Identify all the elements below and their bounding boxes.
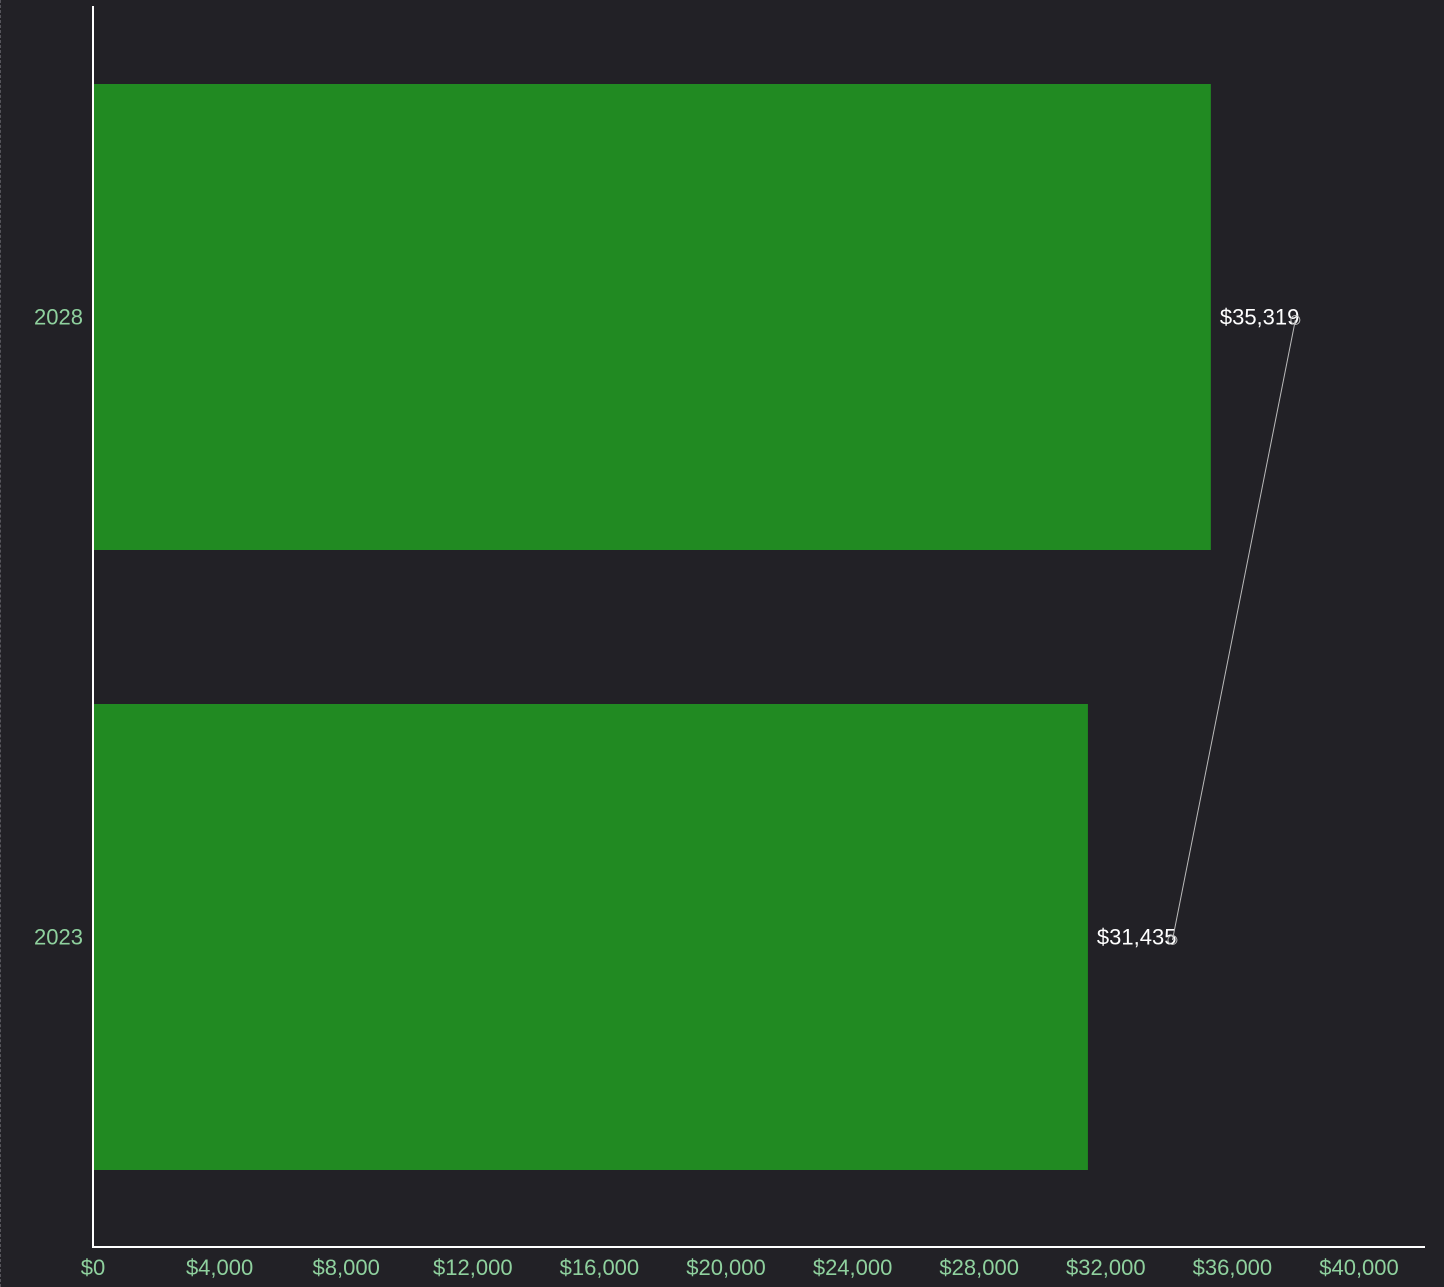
connector-marker-2028 [1290,315,1301,325]
x-tick-label: $8,000 [313,1255,380,1280]
bar-2023 [93,704,1088,1170]
x-tick-label: $36,000 [1193,1255,1273,1280]
x-tick-labels: $0 $4,000 $8,000 $12,000 $16,000 $20,000 $24,0… [81,1255,1399,1280]
bars-layer [93,84,1211,1170]
x-tick-label: $20,000 [686,1255,766,1280]
category-label-2023: 2023 [34,925,83,950]
connector-marker-2023 [1167,935,1178,945]
category-label-2028: 2028 [34,305,83,330]
bar-2028 [93,84,1211,550]
x-tick-label: $0 [81,1255,105,1280]
x-tick-label: $4,000 [186,1255,253,1280]
axes-layer [92,6,1425,1248]
y-category-labels: 2028 2023 [34,305,83,950]
data-labels: $35,319 $31,435 [1097,305,1301,950]
x-tick-label: $28,000 [939,1255,1019,1280]
x-tick-label: $40,000 [1319,1255,1399,1280]
x-tick-label: $24,000 [813,1255,893,1280]
data-label-2028: $35,319 [1220,305,1300,330]
connector-line [1171,319,1296,941]
x-tick-label: $32,000 [1066,1255,1146,1280]
x-tick-label: $12,000 [433,1255,513,1280]
left-border-rule [0,0,1,1287]
data-label-2023: $31,435 [1097,925,1177,950]
x-tick-label: $16,000 [560,1255,640,1280]
